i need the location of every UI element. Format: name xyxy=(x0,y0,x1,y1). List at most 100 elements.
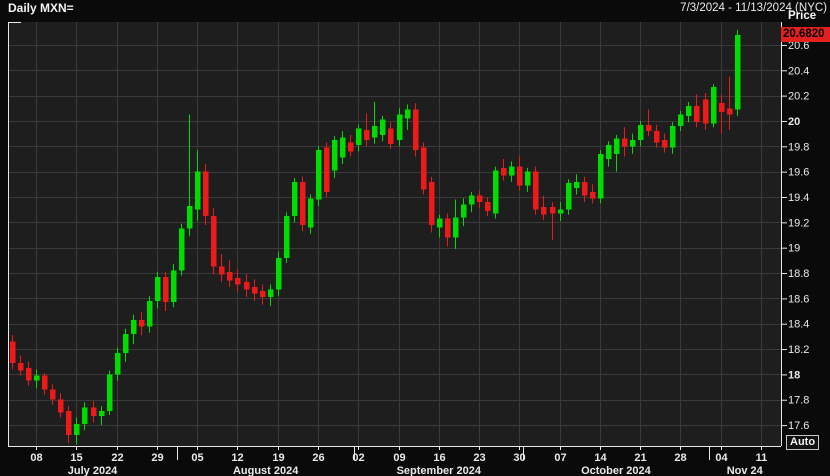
candle xyxy=(492,170,499,214)
candle xyxy=(210,216,217,267)
candle xyxy=(565,183,572,210)
y-tick-label: 20.4 xyxy=(788,65,809,77)
auto-scale-button[interactable]: Auto xyxy=(786,435,820,450)
y-tick-label: 18.2 xyxy=(788,344,809,356)
x-tick-label: 11 xyxy=(756,452,768,464)
x-tick-label: 29 xyxy=(151,452,163,464)
candle xyxy=(508,166,515,176)
y-tick-label: 19.6 xyxy=(788,167,809,179)
candle xyxy=(122,333,129,353)
candle xyxy=(702,99,709,124)
candle xyxy=(621,138,628,147)
y-tick-label: 17.8 xyxy=(788,395,809,407)
y-tick-label: 19.8 xyxy=(788,141,809,153)
plot-area xyxy=(8,22,781,446)
x-tick-label: 19 xyxy=(272,452,284,464)
candle xyxy=(275,257,282,290)
y-tick-label: 18 xyxy=(788,369,800,381)
candle xyxy=(259,290,266,298)
y-tick-label: 19.4 xyxy=(788,192,809,204)
candle xyxy=(444,218,451,238)
candle xyxy=(573,181,580,189)
candle xyxy=(484,202,491,211)
candle xyxy=(331,139,338,171)
candle xyxy=(130,319,137,334)
x-tick-label: 22 xyxy=(111,452,123,464)
candle xyxy=(267,289,274,298)
candle xyxy=(605,145,612,159)
candle xyxy=(597,153,604,199)
candle xyxy=(653,131,660,143)
candle xyxy=(476,195,483,203)
candle xyxy=(363,129,370,140)
candle xyxy=(685,105,692,116)
x-month-label: September 2024 xyxy=(397,465,482,476)
candle xyxy=(540,207,547,215)
candle xyxy=(339,137,346,158)
candle xyxy=(557,209,564,214)
candle xyxy=(581,181,588,196)
candle xyxy=(436,218,443,228)
candle xyxy=(65,411,72,436)
candle xyxy=(355,128,362,146)
x-month-label: October 2024 xyxy=(581,465,652,476)
candle xyxy=(428,181,435,225)
candle xyxy=(710,86,717,124)
candle xyxy=(283,216,290,258)
x-tick-label: 02 xyxy=(352,452,364,464)
candle xyxy=(81,407,88,424)
x-tick-label: 14 xyxy=(594,452,607,464)
candle xyxy=(57,399,64,413)
candle xyxy=(452,217,459,238)
candle xyxy=(460,204,467,218)
candle xyxy=(251,286,258,294)
candle xyxy=(9,341,16,363)
candle xyxy=(637,124,644,140)
candle xyxy=(154,276,161,301)
x-tick-label: 08 xyxy=(30,452,42,464)
x-tick-label: 23 xyxy=(473,452,485,464)
x-tick-label: 30 xyxy=(513,452,525,464)
candle xyxy=(387,128,394,144)
y-tick-label: 19 xyxy=(788,243,800,255)
x-tick-label: 28 xyxy=(674,452,686,464)
y-tick-label: 20.2 xyxy=(788,91,809,103)
candle xyxy=(114,352,121,375)
candle xyxy=(726,108,733,115)
candle xyxy=(186,205,193,229)
x-tick-label: 12 xyxy=(231,452,243,464)
candle xyxy=(307,198,314,228)
candle xyxy=(243,281,250,290)
candle xyxy=(613,138,620,154)
candle xyxy=(138,319,145,327)
candle xyxy=(299,181,306,225)
x-tick-label: 16 xyxy=(433,452,445,464)
candle xyxy=(516,166,523,186)
candle xyxy=(589,191,596,199)
candle xyxy=(194,171,201,210)
candle xyxy=(41,375,48,390)
candle xyxy=(226,271,233,281)
candle xyxy=(629,139,636,147)
candle xyxy=(49,389,56,400)
y-tick-label: 18.8 xyxy=(788,268,809,280)
candle xyxy=(677,114,684,127)
candle xyxy=(73,423,80,436)
x-month-label: July 2024 xyxy=(68,465,118,476)
x-tick-label: 09 xyxy=(393,452,405,464)
candle xyxy=(291,181,298,217)
price-axis-title: Price xyxy=(788,10,817,22)
candle xyxy=(33,375,40,381)
x-month-label: Nov 24 xyxy=(727,465,764,476)
candle xyxy=(645,124,652,132)
candle xyxy=(661,139,668,148)
candle xyxy=(234,278,241,285)
candle xyxy=(25,368,32,381)
candle xyxy=(396,114,403,140)
x-tick-label: 05 xyxy=(191,452,203,464)
y-tick-label: 20.6 xyxy=(788,40,809,52)
chart-title: Daily MXN= xyxy=(8,1,74,15)
x-tick-label: 21 xyxy=(634,452,646,464)
y-tick-label: 20 xyxy=(788,116,800,128)
